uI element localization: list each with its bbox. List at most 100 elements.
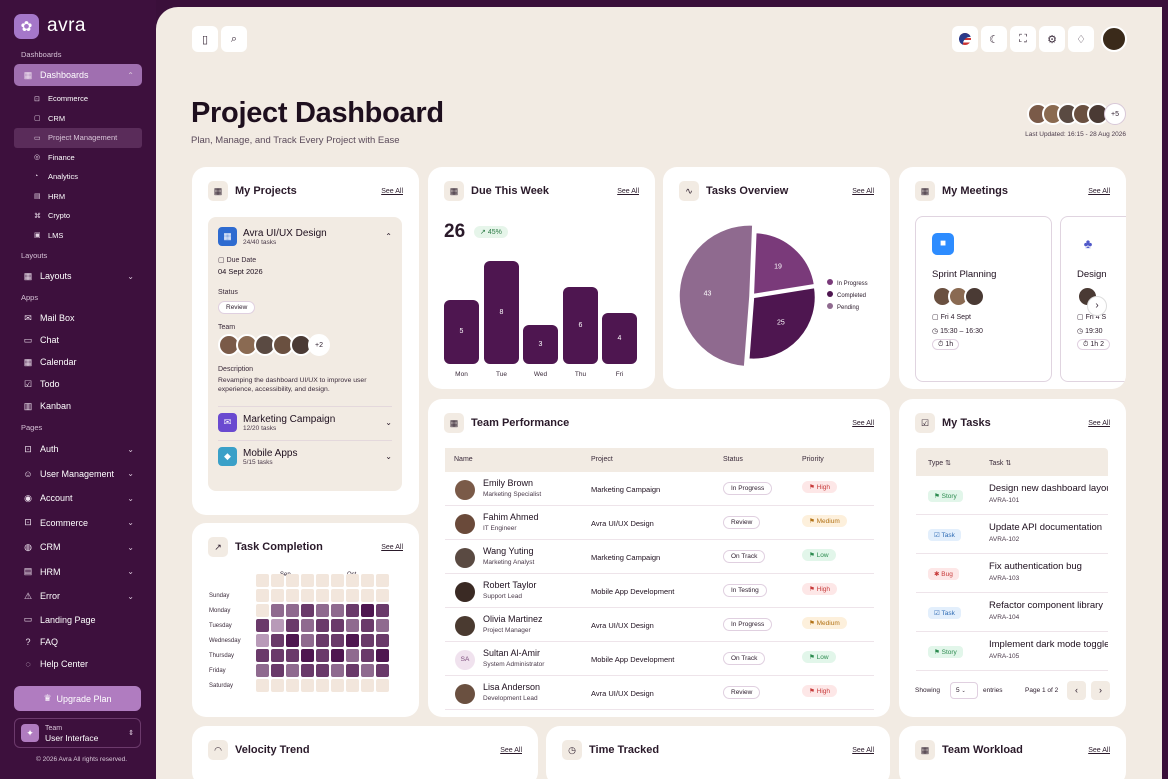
heatmap-cell[interactable] [346,619,359,632]
bar[interactable]: 5 [444,299,479,364]
heatmap-cell[interactable] [286,589,299,602]
sidebar-item-user-management[interactable]: ☺ User Management ⌄ [23,468,134,479]
next-page-button[interactable]: › [1091,681,1110,700]
heatmap-cell[interactable] [256,634,269,647]
sidebar-item-hrm[interactable]: ▤ HRM ⌄ [23,566,134,577]
heatmap-cell[interactable] [256,589,269,602]
per-page-select[interactable]: 5 ⌄ [950,682,978,699]
sidebar-item-kanban[interactable]: ▥ Kanban [23,400,72,412]
sidebar-item-todo[interactable]: ☑ Todo [23,378,60,390]
heatmap-cell[interactable] [271,619,284,632]
table-row[interactable]: Wang Yuting Marketing Analyst Marketing Ca… [445,540,874,574]
heatmap-cell[interactable] [361,634,374,647]
settings-button[interactable]: ⚙ [1039,26,1065,52]
heatmap-cell[interactable] [346,634,359,647]
bar[interactable]: 4 [602,312,637,364]
fullscreen-button[interactable]: ⛶ [1010,26,1036,52]
sidebar-sub-hrm[interactable]: ▤ HRM [34,191,66,201]
task-row[interactable]: ⚑ Story Implement dark mode toggle AVRA-10… [916,632,1108,671]
sidebar-sub-project-management[interactable]: ▭ Project Management [14,128,142,148]
heatmap-cell[interactable] [301,604,314,617]
heatmap-cell[interactable] [316,589,329,602]
sidebar-item-calendar[interactable]: ▦ Calendar [23,356,77,368]
sidebar-sub-crypto[interactable]: ⌘ Crypto [34,211,71,221]
carousel-next-button[interactable]: › [1087,296,1107,316]
heatmap-cell[interactable] [316,679,329,692]
heatmap-cell[interactable] [316,634,329,647]
heatmap-cell[interactable] [256,649,269,662]
table-row[interactable]: Olivia Martinez Project Manager Avra UI/UX… [445,608,874,642]
prev-page-button[interactable]: ‹ [1067,681,1086,700]
see-all-link[interactable]: See All [1088,419,1110,427]
pie-slice[interactable] [747,286,817,361]
heatmap-cell[interactable] [301,664,314,677]
pie-slice[interactable] [752,231,816,296]
heatmap-cell[interactable] [361,589,374,602]
heatmap-cell[interactable] [316,604,329,617]
theme-toggle-button[interactable]: ☾ [981,26,1007,52]
heatmap-cell[interactable] [331,589,344,602]
sidebar-sub-crm[interactable]: ▢ CRM [34,113,66,123]
user-avatar[interactable] [1101,26,1127,52]
heatmap-cell[interactable] [361,574,374,587]
see-all-link[interactable]: See All [852,746,874,754]
sidebar-item-crm[interactable]: ◍ CRM ⌄ [14,535,142,560]
heatmap-cell[interactable] [346,574,359,587]
heatmap-cell[interactable] [331,634,344,647]
heatmap-cell[interactable] [286,634,299,647]
project-team[interactable]: +2 [218,334,392,356]
heatmap-cell[interactable] [301,649,314,662]
see-all-link[interactable]: See All [852,419,874,427]
upgrade-button[interactable]: ♛ Upgrade Plan [14,686,141,711]
sidebar-item-faq[interactable]: ? FAQ [14,631,142,653]
heatmap-cell[interactable] [346,649,359,662]
brand[interactable]: ✿ avra [14,12,142,40]
table-row[interactable]: SA Sultan Al-Amir System Administrator Mobi… [445,642,874,676]
heatmap-cell[interactable] [346,589,359,602]
sidebar-item-landing[interactable]: ▭ Landing Page [23,614,96,625]
sidebar-sub-lms[interactable]: ▣ LMS [34,230,64,240]
heatmap-cell[interactable] [256,664,269,677]
heatmap-cell[interactable] [286,664,299,677]
heatmap-cell[interactable] [316,649,329,662]
heatmap-cell[interactable] [286,604,299,617]
heatmap-cell[interactable] [271,589,284,602]
sidebar-sub-ecommerce[interactable]: ⊡ Ecommerce [34,94,89,104]
heatmap-cell[interactable] [256,679,269,692]
heatmap-cell[interactable] [376,619,389,632]
see-all-link[interactable]: See All [1088,746,1110,754]
heatmap-cell[interactable] [301,619,314,632]
heatmap-cell[interactable] [271,649,284,662]
notifications-button[interactable]: ♢ [1068,26,1094,52]
heatmap-cell[interactable] [301,574,314,587]
heatmap-cell[interactable] [256,604,269,617]
heatmap-cell[interactable] [331,679,344,692]
heatmap-cell[interactable] [346,664,359,677]
heatmap-cell[interactable] [331,649,344,662]
heatmap-cell[interactable] [316,664,329,677]
heatmap-cell[interactable] [361,679,374,692]
see-all-link[interactable]: See All [852,187,874,195]
heatmap-cell[interactable] [271,634,284,647]
heatmap-cell[interactable] [271,604,284,617]
sidebar-item-chat[interactable]: ▭ Chat [23,334,60,346]
table-row[interactable]: Lisa Anderson Development Lead Avra UI/UX … [445,676,874,710]
heatmap-cell[interactable] [286,574,299,587]
sidebar-sub-finance[interactable]: ◎ Finance [34,152,75,162]
table-row[interactable]: Emily Brown Marketing Specialist Marketing… [445,472,874,506]
heatmap-cell[interactable] [376,604,389,617]
project-item[interactable]: ◆ Mobile Apps 5/15 tasks ⌄ [218,440,392,466]
meeting-card[interactable]: ■ Sprint Planning ▢ Fri 4 Sept ◷ 15:30 –… [915,216,1052,382]
see-all-link[interactable]: See All [617,187,639,195]
project-item[interactable]: ✉ Marketing Campaign 12/20 tasks ⌄ [218,406,392,432]
heatmap-cell[interactable] [316,574,329,587]
task-row[interactable]: ✱ Bug Fix authentication bug AVRA-103 [916,554,1108,593]
task-row[interactable]: ⚑ Story Design new dashboard layout AVRA-1… [916,476,1108,515]
heatmap-cell[interactable] [286,679,299,692]
chevron-up-icon[interactable]: ⌃ [385,232,392,241]
heatmap-cell[interactable] [301,679,314,692]
sidebar-item-mailbox[interactable]: ✉ Mail Box [14,307,142,329]
heatmap-cell[interactable] [271,679,284,692]
heatmap-cell[interactable] [376,589,389,602]
task-row[interactable]: ☑ Task Update API documentation AVRA-102 [916,515,1108,554]
